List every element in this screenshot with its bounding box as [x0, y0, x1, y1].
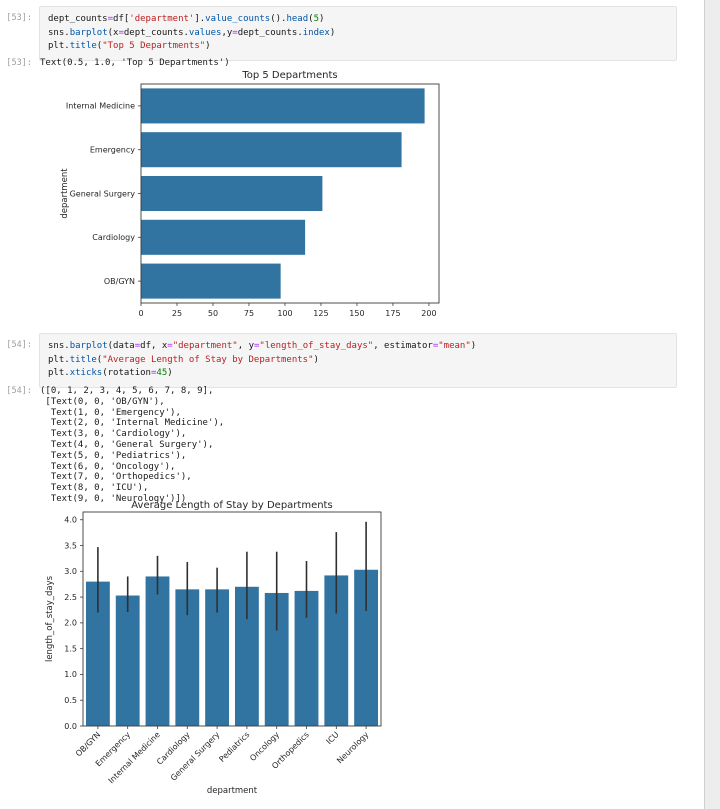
chart-title: Average Length of Stay by Departments — [131, 500, 332, 511]
y-tick-label: Cardiology — [92, 233, 135, 242]
code-editor-1[interactable]: dept_counts=df['department'].value_count… — [39, 6, 677, 61]
bar — [141, 263, 281, 299]
x-tick-label: OB/GYN — [74, 730, 102, 758]
bar — [324, 575, 349, 726]
bar-chart-avg-length-of-stay: Average Length of Stay by Departments 0.0… — [45, 500, 382, 796]
x-tick-label: Neurology — [335, 730, 370, 765]
y-tick-label: 0.0 — [64, 722, 77, 731]
x-tick-label: Internal Medicine — [107, 730, 162, 785]
scrollbar-track[interactable] — [704, 0, 720, 809]
x-tick-label: 200 — [421, 309, 436, 318]
bar — [141, 132, 402, 168]
code-line: plt.xticks(rotation=45) — [48, 368, 173, 378]
output-area-1: [53]: Text(0.5, 1.0, 'Top 5 Departments'… — [0, 57, 700, 69]
output-text-2: ([0, 1, 2, 3, 4, 5, 6, 7, 8, 9], [Text(0… — [40, 386, 225, 504]
bar — [264, 592, 289, 726]
plot-border — [82, 511, 382, 727]
bar — [205, 589, 230, 726]
y-tick-label: 1.5 — [64, 644, 77, 653]
y-tick-label: 2.0 — [64, 619, 77, 628]
y-tick-label: 3.5 — [64, 541, 77, 550]
y-axis-label: department — [60, 168, 70, 219]
x-tick-label: 25 — [172, 309, 182, 318]
y-tick-label: 0.5 — [64, 696, 77, 705]
y-tick-label: 2.5 — [64, 593, 77, 602]
y-tick-label: 3.0 — [64, 567, 77, 576]
bar — [175, 589, 200, 726]
y-tick-label: General Surgery — [70, 189, 136, 198]
x-tick-label: 50 — [208, 309, 218, 318]
x-tick-label: Pediatrics — [217, 730, 251, 764]
x-tick-label: 0 — [138, 309, 143, 318]
bar — [145, 576, 170, 726]
plot-border — [140, 83, 440, 304]
bar — [141, 219, 306, 255]
output-text-1: Text(0.5, 1.0, 'Top 5 Departments') — [40, 58, 230, 68]
y-tick-label: Internal Medicine — [66, 102, 135, 111]
y-tick-label: Emergency — [90, 146, 135, 155]
code-cell-1: [53]: dept_counts=df['department'].value… — [0, 6, 700, 61]
input-prompt-1: [53]: — [6, 13, 32, 23]
bar — [85, 581, 110, 726]
code-line: sns.barplot(x=dept_counts.values,y=dept_… — [48, 27, 336, 38]
output-prompt-2: [54]: — [6, 386, 32, 396]
bar-chart-top5-departments: Top 5 Departments Internal Medicine Emerge… — [60, 70, 440, 318]
x-tick-label: 100 — [277, 309, 292, 318]
bar — [141, 88, 425, 124]
chart-title: Top 5 Departments — [241, 70, 337, 81]
code-line: plt.title("Top 5 Departments") — [48, 41, 211, 51]
x-axis-label: department — [207, 786, 258, 796]
output-prompt-1: [53]: — [6, 58, 32, 68]
bar — [141, 175, 323, 212]
code-line: sns.barplot(data=df, x="department", y="… — [48, 341, 477, 351]
bar — [234, 586, 259, 726]
x-tick-label: 150 — [349, 309, 364, 318]
y-axis-label: length_of_stay_days — [45, 575, 55, 662]
code-line: dept_counts=df['department'].value_count… — [48, 14, 325, 24]
input-prompt-2: [54]: — [6, 340, 32, 350]
code-cell-2: [54]: sns.barplot(data=df, x="department… — [0, 333, 700, 388]
code-line: plt.title("Average Length of Stay by Dep… — [48, 354, 319, 365]
y-tick-label: 1.0 — [64, 670, 77, 679]
bar — [294, 590, 319, 726]
x-tick-label: 175 — [385, 309, 400, 318]
x-tick-label: 75 — [244, 309, 254, 318]
bar — [115, 595, 140, 726]
y-tick-label: OB/GYN — [104, 277, 135, 286]
y-tick-label: 4.0 — [64, 516, 77, 525]
bar — [354, 569, 379, 726]
output-area-2: [54]: ([0, 1, 2, 3, 4, 5, 6, 7, 8, 9], [… — [0, 385, 700, 505]
x-tick-label: ICU — [325, 730, 341, 746]
x-tick-label: 125 — [313, 309, 328, 318]
code-editor-2[interactable]: sns.barplot(data=df, x="department", y="… — [39, 333, 677, 388]
